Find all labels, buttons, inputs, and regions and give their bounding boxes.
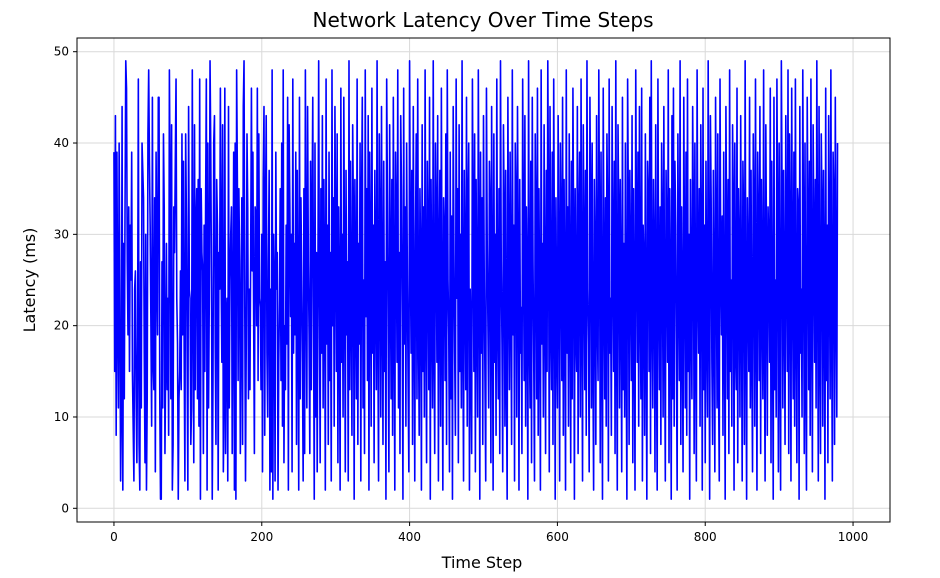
y-tick-label-30: 30 <box>54 227 69 241</box>
data-layer <box>113 60 839 500</box>
y-tick-label-50: 50 <box>54 45 69 59</box>
series-line-latency <box>113 60 839 500</box>
x-tick-label-600: 600 <box>546 530 569 544</box>
axis-ticks: 0 200 400 600 800 1000 0 10 20 30 40 50 <box>54 45 869 544</box>
y-tick-label-0: 0 <box>61 501 69 515</box>
x-tick-label-200: 200 <box>250 530 273 544</box>
y-axis-label: Latency (ms) <box>20 228 39 333</box>
y-tick-label-20: 20 <box>54 319 69 333</box>
y-tick-label-40: 40 <box>54 136 69 150</box>
y-tick-label-10: 10 <box>54 410 69 424</box>
x-tick-label-1000: 1000 <box>838 530 869 544</box>
x-tick-label-400: 400 <box>398 530 421 544</box>
plot-frame <box>76 37 891 523</box>
x-tick-label-800: 800 <box>694 530 717 544</box>
x-tick-label-0: 0 <box>110 530 118 544</box>
chart-title: Network Latency Over Time Steps <box>313 8 654 32</box>
x-axis-label: Time Step <box>441 553 523 572</box>
